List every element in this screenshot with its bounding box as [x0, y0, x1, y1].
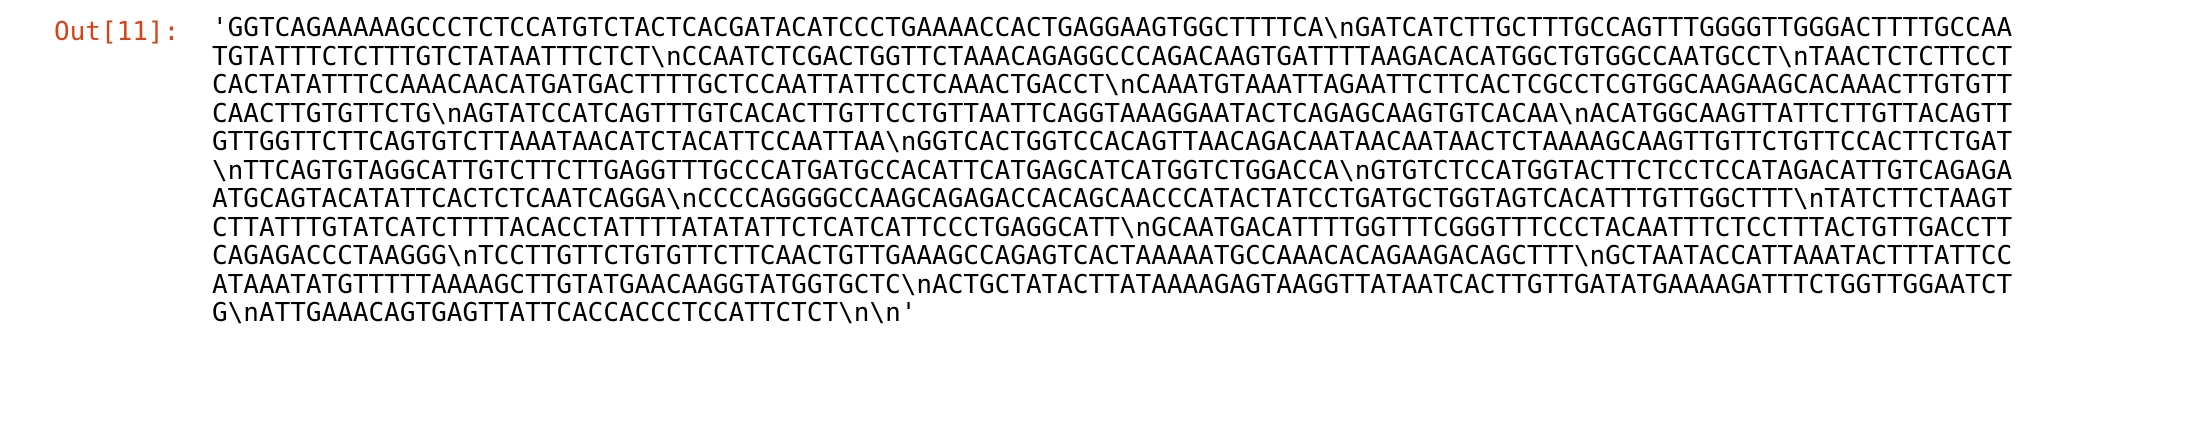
- output-line: CAGAGACCCTAAGGG\nTCCTTGTTCTGTGTTCTTCAACT…: [212, 241, 2013, 271]
- output-line: CAACTTGTGTTCTG\nAGTATCCATCAGTTTGTCACACTT…: [212, 98, 2013, 129]
- output-line: 'GGTCAGAAAAAGCCCTCTCCATGTCTACTCACGATACAT…: [212, 13, 2013, 43]
- output-line: GTTGGTTCTTCAGTGTCTTAAATAACATCTACATTCCAAT…: [212, 127, 2013, 157]
- output-line: CTTATTTGTATCATCTTTTACACCTATTTTATATATTCTC…: [212, 212, 2013, 243]
- output-line: CACTATATTTCCAAACAACATGATGACTTTTGCTCCAATT…: [212, 70, 2013, 100]
- output-prompt: Out[11]:: [54, 17, 180, 47]
- output-line: \nTTCAGTGTAGGCATTGTCTTCTTGAGGTTTGCCCATGA…: [212, 155, 2013, 186]
- output-line: ATGCAGTACATATTCACTCTCAATCAGGA\nCCCCAGGGG…: [212, 184, 2013, 214]
- output-line: ATAAATATGTTTTTAAAAGCTTGTATGAACAAGGTATGGT…: [212, 269, 2013, 300]
- output-line: TGTATTTCTCTTTGTCTATAATTTCTCT\nCCAATCTCGA…: [212, 41, 2013, 72]
- output-text[interactable]: 'GGTCAGAAAAAGCCCTCTCCATGTCTACTCACGATACAT…: [212, 14, 2172, 328]
- output-line: G\nATTGAAACAGTGAGTTATTCACCACCCTCCATTCTCT…: [212, 298, 917, 328]
